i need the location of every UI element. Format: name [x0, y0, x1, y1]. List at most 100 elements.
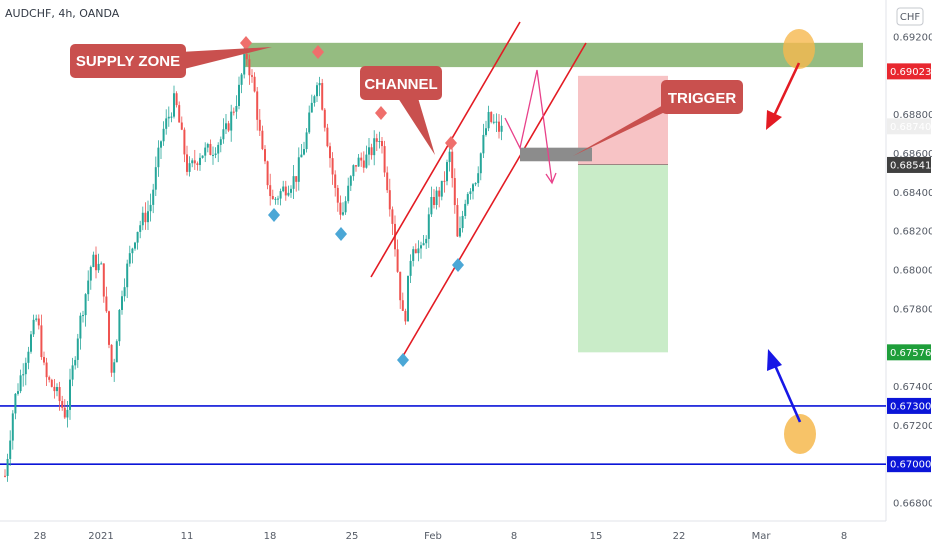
- candle-body: [461, 215, 464, 229]
- candle-body: [136, 231, 139, 243]
- candle-body: [199, 157, 201, 165]
- candle-body: [219, 139, 222, 145]
- candle-body: [84, 294, 87, 316]
- candle-body: [339, 202, 342, 215]
- candle-body: [334, 174, 337, 188]
- price-tag-4: 0.67300: [887, 397, 931, 414]
- candle-body: [277, 198, 279, 200]
- candle-body: [173, 93, 175, 117]
- candle-body: [381, 141, 383, 147]
- candle-body: [443, 180, 446, 182]
- candle-body: [45, 362, 48, 378]
- candle-body: [128, 253, 131, 264]
- chart-title: AUDCHF, 4h, OANDA: [5, 7, 120, 20]
- y-tick-label-7: 0.67400: [893, 382, 932, 393]
- trough-marker-3: [452, 258, 464, 272]
- candle-body: [24, 362, 27, 375]
- price-tag-label-2: 0.68541: [890, 160, 931, 171]
- x-tick-label-8: 22: [673, 531, 686, 542]
- peak-marker-3: [445, 136, 457, 150]
- channel-callout[interactable]: CHANNEL: [360, 66, 442, 155]
- candle-body: [115, 341, 118, 363]
- candle-body: [284, 186, 287, 196]
- candle-body: [204, 147, 207, 156]
- candle-body: [321, 83, 324, 110]
- candle-body: [479, 153, 482, 174]
- currency-button[interactable]: CHF: [896, 7, 924, 26]
- candle-body: [300, 154, 303, 158]
- candle-body: [63, 407, 66, 418]
- candle-body: [414, 249, 417, 254]
- candle-body: [35, 318, 38, 320]
- x-tick-label-10: 8: [841, 531, 847, 542]
- candle-body: [108, 311, 110, 345]
- candle-body: [287, 192, 290, 196]
- candle-body: [404, 310, 407, 322]
- currency-label: CHF: [900, 12, 921, 23]
- trigger-callout[interactable]: TRIGGER: [573, 80, 743, 156]
- candle-body: [412, 249, 415, 261]
- candle-body: [6, 458, 9, 476]
- candle-body: [240, 74, 243, 85]
- candle-body: [290, 188, 292, 193]
- candle-body: [344, 201, 347, 213]
- candle-body: [193, 160, 196, 164]
- candle-body: [459, 228, 461, 237]
- candle-body: [71, 365, 74, 380]
- candle-body: [407, 275, 409, 322]
- trigger-callout-label: TRIGGER: [668, 90, 737, 107]
- candle-body: [4, 475, 6, 477]
- projection-arrowhead: [545, 172, 557, 185]
- candle-body: [477, 173, 480, 184]
- candle-body: [362, 160, 365, 168]
- down-arrow-head: [766, 110, 782, 130]
- candle-body: [97, 263, 100, 271]
- candle-body: [347, 185, 350, 202]
- candle-body: [487, 111, 490, 129]
- x-tick-label-7: 15: [590, 531, 603, 542]
- candle-body: [206, 143, 209, 148]
- candle-body: [417, 248, 420, 254]
- candle-body: [186, 154, 188, 172]
- candle-body: [27, 351, 30, 363]
- candle-body: [466, 194, 469, 204]
- x-tick-label-9: Mar: [752, 531, 772, 542]
- candle-body: [160, 141, 162, 148]
- candle-body: [295, 176, 298, 182]
- candle-body: [183, 129, 186, 155]
- peak-marker-1: [312, 45, 324, 59]
- price-tag-5: 0.67000: [887, 456, 931, 473]
- price-tag-label-4: 0.67300: [890, 401, 931, 412]
- candle-body: [453, 178, 456, 206]
- candle-body: [440, 180, 443, 197]
- candle-body: [40, 325, 43, 358]
- candle-body: [134, 242, 136, 249]
- peak-marker-2: [375, 106, 387, 120]
- candle-body: [245, 54, 248, 60]
- candle-body: [474, 183, 477, 185]
- y-axis: 0.69200 0.68800 0.68600 0.68400 0.68200 0.680…: [893, 33, 932, 510]
- candle-body: [196, 163, 199, 165]
- candle-body: [227, 123, 230, 131]
- candle-body: [149, 204, 152, 212]
- candle-body: [178, 105, 181, 123]
- candle-body: [253, 76, 256, 92]
- candle-body: [282, 186, 285, 192]
- y-tick-label-2: 0.68600: [893, 149, 932, 160]
- supply-zone-callout[interactable]: SUPPLY ZONE: [70, 44, 272, 78]
- candle-body: [399, 271, 402, 301]
- candle-body: [89, 266, 92, 281]
- candle-body: [147, 211, 149, 223]
- candle-body: [92, 254, 95, 267]
- y-tick-label-6: 0.67800: [893, 304, 932, 315]
- trough-marker-2: [397, 353, 409, 367]
- x-tick-label-4: 25: [346, 531, 359, 542]
- candle-body: [175, 93, 178, 106]
- candle-body: [14, 393, 17, 414]
- candle-body: [118, 309, 121, 342]
- candle-body: [342, 212, 344, 215]
- candle-body: [19, 375, 22, 392]
- candle-body: [368, 147, 370, 155]
- candle-body: [248, 59, 251, 76]
